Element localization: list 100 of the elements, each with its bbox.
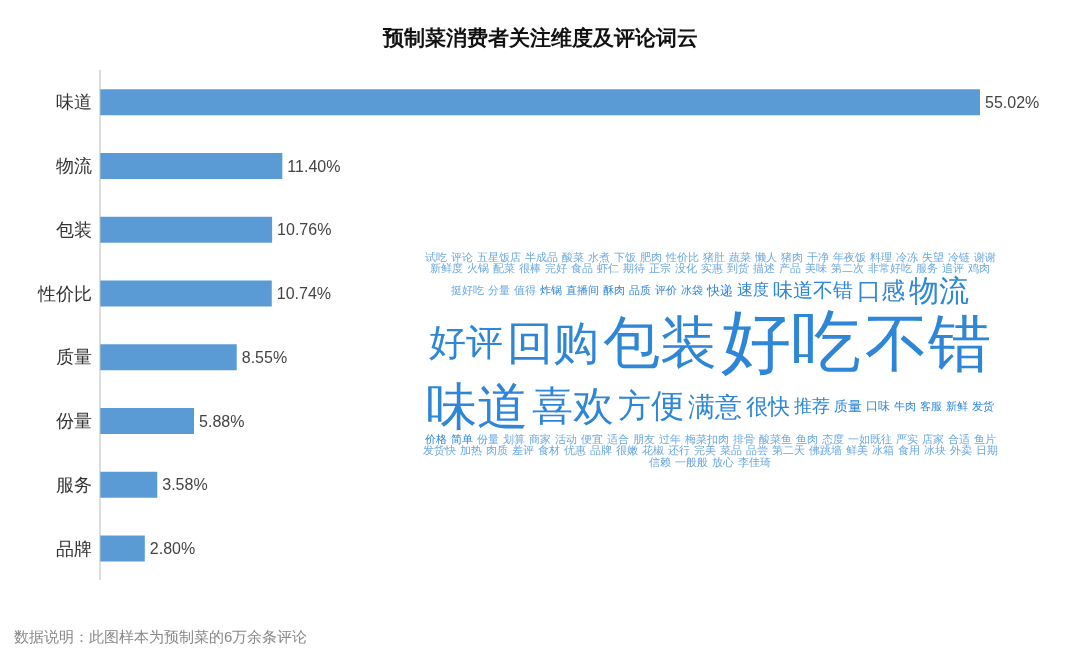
y-tick-label: 服务 <box>56 474 92 495</box>
annotation: 鱼片 <box>973 432 996 445</box>
annotation: 日期 <box>975 444 998 457</box>
annotation: 加热 <box>459 444 482 457</box>
annotation: 方便 <box>618 387 684 425</box>
text: 数据说明：此图样本为预制菜的6万余条评论 <box>14 628 308 647</box>
annotation: 份量 <box>476 432 499 445</box>
annotation: 实惠 <box>701 262 723 275</box>
annotation: 正宗 <box>649 262 671 275</box>
annotation: 试吃 <box>424 250 447 264</box>
annotation: 推荐 <box>794 396 830 417</box>
annotation: 猪肉 <box>780 250 803 264</box>
annotation: 活动 <box>554 432 577 445</box>
annotation: 发货快 <box>422 444 456 457</box>
annotation: 态度 <box>821 432 844 445</box>
annotation: 没化 <box>675 262 697 275</box>
y-tick-label: 品牌 <box>56 538 92 559</box>
annotation: 料理 <box>869 250 892 264</box>
annotation: 炸锅 <box>540 283 562 297</box>
annotation: 食品 <box>571 262 593 275</box>
annotation: 快递 <box>707 282 733 298</box>
annotation: 评论 <box>450 250 473 264</box>
annotation: 味道不错 <box>773 279 853 302</box>
annotation: 品牌 <box>589 444 612 457</box>
bar <box>100 152 283 179</box>
y-tick-label: 味道 <box>56 92 92 113</box>
annotation: 一如既往 <box>847 432 892 445</box>
annotation: 五星饭店 <box>476 250 521 264</box>
annotation: 失望 <box>921 250 944 264</box>
annotation: 口味 <box>866 399 890 414</box>
annotation: 非常好吃 <box>868 262 912 275</box>
annotation: 排骨 <box>732 432 755 446</box>
annotation: 简单 <box>450 432 473 445</box>
annotation: 酸菜 <box>561 250 584 264</box>
data-label: 55.02% <box>985 93 1040 111</box>
annotation: 年夜饭 <box>832 250 866 264</box>
annotation: 分量 <box>488 283 510 297</box>
annotation: 到货 <box>727 262 749 275</box>
annotation: 价格 <box>424 432 447 445</box>
bar <box>100 535 145 562</box>
annotation: 很快 <box>746 394 790 420</box>
annotation: 冷链 <box>947 250 970 264</box>
annotation: 下饭 <box>613 250 636 264</box>
annotation: 水煮 <box>587 250 610 264</box>
annotation: 猪肚 <box>702 250 725 264</box>
annotation: 完好 <box>545 262 567 275</box>
bar <box>100 216 273 243</box>
annotation: 客服 <box>920 399 942 413</box>
annotation: 好评 <box>429 321 503 363</box>
annotation: 描述 <box>753 262 775 275</box>
data-label: 11.40% <box>287 157 341 175</box>
annotation: 美味 <box>805 262 827 275</box>
data-label: 8.55% <box>241 348 288 366</box>
annotation: 信赖 <box>649 455 671 469</box>
bar <box>100 407 195 434</box>
annotation: 质量 <box>834 398 862 415</box>
annotation: 评价 <box>655 283 677 297</box>
bar <box>100 89 980 116</box>
y-tick-label: 包装 <box>56 219 92 240</box>
annotation: 酥肉 <box>603 283 625 297</box>
annotation: 食用 <box>897 444 920 457</box>
annotation: 冰袋 <box>681 283 703 297</box>
y-tick-label: 份量 <box>56 411 92 432</box>
chart-title: 预制菜消费者关注维度及评论词云 <box>381 25 699 51</box>
annotation: 配菜 <box>493 262 515 275</box>
annotation: 鱼肉 <box>795 432 818 445</box>
annotation: 适合 <box>606 432 629 446</box>
annotation: 梅菜扣肉 <box>684 432 729 445</box>
annotation: 朋友 <box>632 432 655 445</box>
annotation: 鲜美 <box>845 444 868 457</box>
annotation: 牛肉 <box>894 399 916 413</box>
annotation: 一般般 <box>675 455 708 469</box>
annotation: 蔬菜 <box>728 250 751 264</box>
annotation: 喜欢 <box>532 383 614 430</box>
data-label: 10.74% <box>276 285 332 303</box>
annotation: 合适 <box>947 432 970 446</box>
annotation: 半成品 <box>524 250 558 264</box>
y-tick-label: 物流 <box>56 156 92 177</box>
annotation: 速度 <box>737 281 769 300</box>
annotation: 冰块 <box>923 444 946 457</box>
bar <box>100 344 237 371</box>
annotation: 直播间 <box>566 283 599 297</box>
annotation: 包装 <box>603 310 717 375</box>
annotation: 李佳琦 <box>738 455 771 469</box>
bar <box>100 471 158 498</box>
annotation: 谢谢 <box>973 250 996 264</box>
annotation: 回购 <box>507 317 599 370</box>
annotation: 差评 <box>511 444 534 457</box>
annotation: 物流 <box>909 273 969 307</box>
annotation: 追评 <box>942 262 964 275</box>
annotation: 外卖 <box>949 444 972 457</box>
annotation: 虾仁 <box>597 262 619 275</box>
annotation: 品质 <box>629 283 651 297</box>
annotation: 性价比 <box>665 250 699 264</box>
annotation: 冷冻 <box>895 250 918 264</box>
annotation: 不错 <box>865 308 991 379</box>
annotation: 酸菜鱼 <box>758 432 792 445</box>
annotation: 服务 <box>916 262 938 275</box>
annotation: 过年 <box>658 432 681 445</box>
annotation: 第二次 <box>831 262 864 275</box>
